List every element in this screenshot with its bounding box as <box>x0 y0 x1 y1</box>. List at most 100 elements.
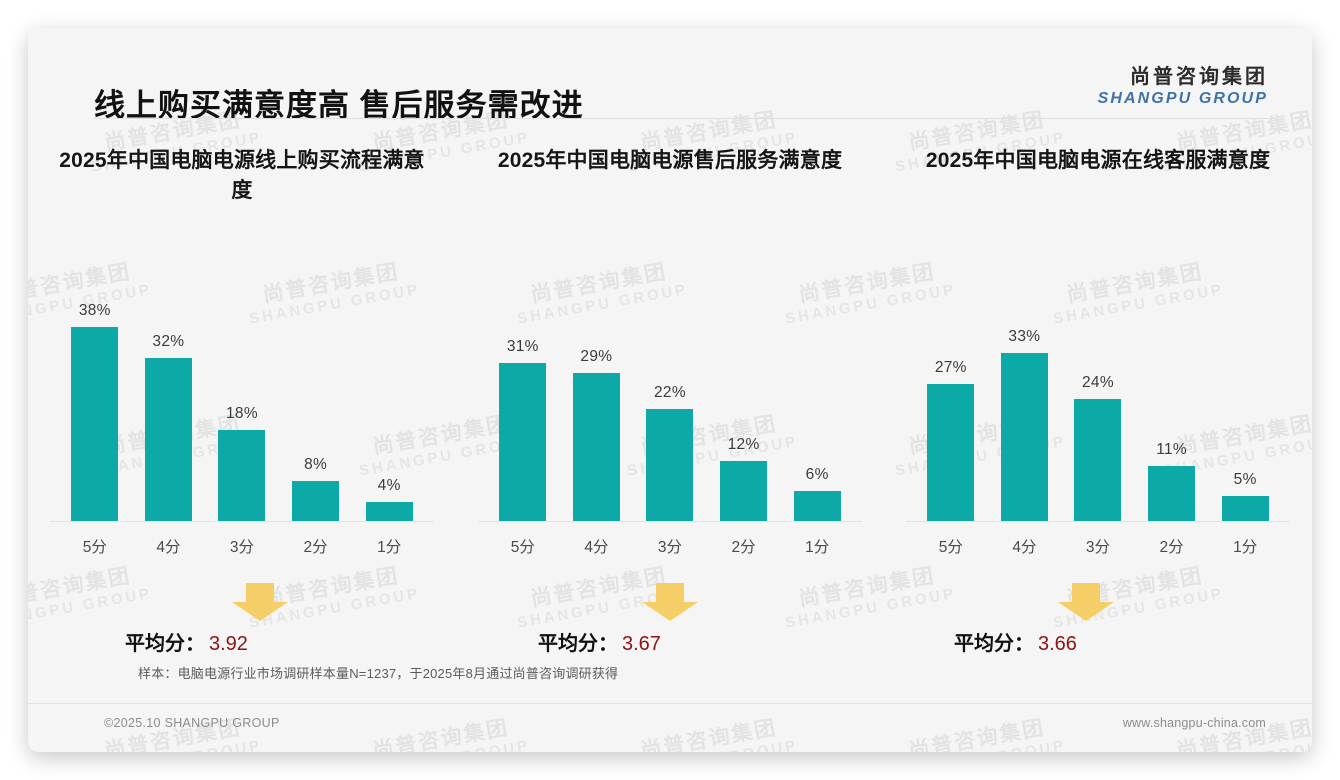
bar-slot: 18% <box>205 260 279 522</box>
bar-value-label: 31% <box>506 338 539 356</box>
average-prefix-label: 平均分： <box>125 633 205 655</box>
down-arrow-icon <box>1058 583 1114 621</box>
category-label: 2分 <box>1159 539 1184 556</box>
bar-slot: 31% <box>486 260 560 522</box>
category-label: 1分 <box>377 539 402 556</box>
slide-canvas: 尚普咨询集团 SHANGPU GROUP 尚普咨询集团 SHANGPU GROUP 尚普… <box>28 28 1312 752</box>
bar-slot: 22% <box>633 260 707 522</box>
copyright-text: ©2025.10 SHANGPU GROUP <box>104 716 280 730</box>
bar-slot: 4% <box>352 260 426 522</box>
bar[interactable] <box>218 429 266 522</box>
bar-slot: 8% <box>279 260 353 522</box>
bar[interactable] <box>1074 399 1122 522</box>
category-label: 1分 <box>1233 539 1258 556</box>
bar[interactable] <box>646 409 694 522</box>
category-label: 3分 <box>657 539 683 556</box>
bar[interactable] <box>1148 465 1196 522</box>
category-label: 1分 <box>805 539 830 556</box>
average-block-3: 平均分： 3.66 <box>906 583 1290 671</box>
bar-value-label: 32% <box>152 333 185 350</box>
website-link[interactable]: www.shangpu-china.com <box>1122 716 1266 730</box>
bar[interactable] <box>927 383 975 522</box>
category-label: 3分 <box>1085 539 1111 556</box>
average-score-3: 平均分： 3.66 <box>954 627 1077 656</box>
category-label: 2分 <box>303 539 328 556</box>
page-title: 线上购买满意度高 售后服务需改进 <box>94 88 584 123</box>
chart-title-1: 2025年中国电脑电源线上购买流程满意度 <box>59 149 425 203</box>
bar-value-label: 38% <box>78 302 111 320</box>
header-divider <box>94 118 1268 119</box>
bar-value-label: 33% <box>1008 327 1041 345</box>
bar-slot: 27% <box>914 260 988 522</box>
bar[interactable] <box>793 491 841 522</box>
bar-slot: 5% <box>1208 260 1282 522</box>
bar-value-label: 6% <box>805 466 829 484</box>
x-axis-line <box>906 521 1290 522</box>
bar-value-label: 4% <box>377 476 401 494</box>
bar-value-label: 18% <box>226 404 258 422</box>
bar[interactable] <box>720 460 768 522</box>
category-labels-1: 5分 4分 3分 2分 1分 <box>50 535 434 557</box>
logo-english-text: SHANGPU GROUP <box>1097 90 1268 108</box>
chart-panel-1: 2025年中国电脑电源线上购买流程满意度 38% 32% 18% <box>28 146 456 666</box>
bar-slot: 24% <box>1061 260 1135 522</box>
bar-group-2: 31% 29% 22% 12% <box>486 260 854 522</box>
bar-slot: 6% <box>780 260 854 522</box>
average-score-value: 3.66 <box>1038 633 1077 655</box>
average-score-1: 平均分： 3.92 <box>125 627 248 656</box>
average-block-1: 平均分： 3.92 <box>50 583 434 671</box>
slide-footer: ©2025.10 SHANGPU GROUP www.shangpu-china… <box>28 704 1312 752</box>
average-score-2: 平均分： 3.67 <box>538 627 661 656</box>
category-label: 5分 <box>82 539 107 556</box>
bar-slot: 38% <box>58 260 132 522</box>
chart-title-3: 2025年中国电脑电源在线客服满意度 <box>925 149 1271 172</box>
bar[interactable] <box>1221 496 1269 522</box>
bar[interactable] <box>71 327 119 522</box>
bar[interactable] <box>144 358 192 522</box>
bar-slot: 29% <box>560 260 634 522</box>
bar-slot: 11% <box>1135 260 1209 522</box>
average-score-value: 3.67 <box>622 633 661 655</box>
chart-panel-3: 2025年中国电脑电源在线客服满意度 27% 33% 24% <box>884 146 1312 666</box>
bar-group-3: 27% 33% 24% 11% <box>914 260 1282 522</box>
bar-value-label: 5% <box>1233 471 1257 489</box>
logo-chinese-text: 尚普咨询集团 <box>1130 66 1268 88</box>
category-label: 2分 <box>731 539 756 556</box>
footer-divider <box>28 703 1312 704</box>
bar[interactable] <box>1000 352 1048 522</box>
average-block-2: 平均分： 3.67 <box>478 583 862 671</box>
bar-value-label: 11% <box>1156 440 1187 458</box>
average-prefix-label: 平均分： <box>954 633 1034 655</box>
category-label: 4分 <box>1012 539 1037 556</box>
bar-slot: 33% <box>988 260 1062 522</box>
bar-value-label: 29% <box>580 348 613 366</box>
bar[interactable] <box>499 363 547 522</box>
bar[interactable] <box>292 481 340 522</box>
x-axis-line <box>50 521 434 522</box>
bar[interactable] <box>572 373 620 522</box>
category-label: 3分 <box>229 539 255 556</box>
bar-value-label: 12% <box>727 435 760 453</box>
bar-group-1: 38% 32% 18% 8% <box>58 260 426 522</box>
bar[interactable] <box>365 501 413 522</box>
category-label: 4分 <box>156 539 181 556</box>
category-labels-2: 5分 4分 3分 2分 1分 <box>478 535 862 557</box>
bar-value-label: 8% <box>304 456 328 473</box>
average-prefix-label: 平均分： <box>538 633 618 655</box>
charts-row: 2025年中国电脑电源线上购买流程满意度 38% 32% 18% <box>28 146 1312 666</box>
category-label: 5分 <box>938 539 963 556</box>
chart-panel-2: 2025年中国电脑电源售后服务满意度 31% 29% 22% <box>456 146 884 666</box>
chart-plot-3: 27% 33% 24% 11% <box>906 260 1290 522</box>
chart-plot-2: 31% 29% 22% 12% <box>478 260 862 522</box>
chart-plot-1: 38% 32% 18% 8% <box>50 260 434 522</box>
chart-title-2: 2025年中国电脑电源售后服务满意度 <box>497 149 843 172</box>
x-axis-line <box>478 521 862 522</box>
down-arrow-icon <box>642 583 698 621</box>
bar-slot: 12% <box>707 260 781 522</box>
category-labels-3: 5分 4分 3分 2分 1分 <box>906 535 1290 557</box>
average-score-value: 3.92 <box>209 633 248 655</box>
category-label: 4分 <box>584 539 609 556</box>
bar-value-label: 24% <box>1082 374 1114 391</box>
bar-value-label: 22% <box>654 384 686 402</box>
down-arrow-icon <box>232 583 288 621</box>
